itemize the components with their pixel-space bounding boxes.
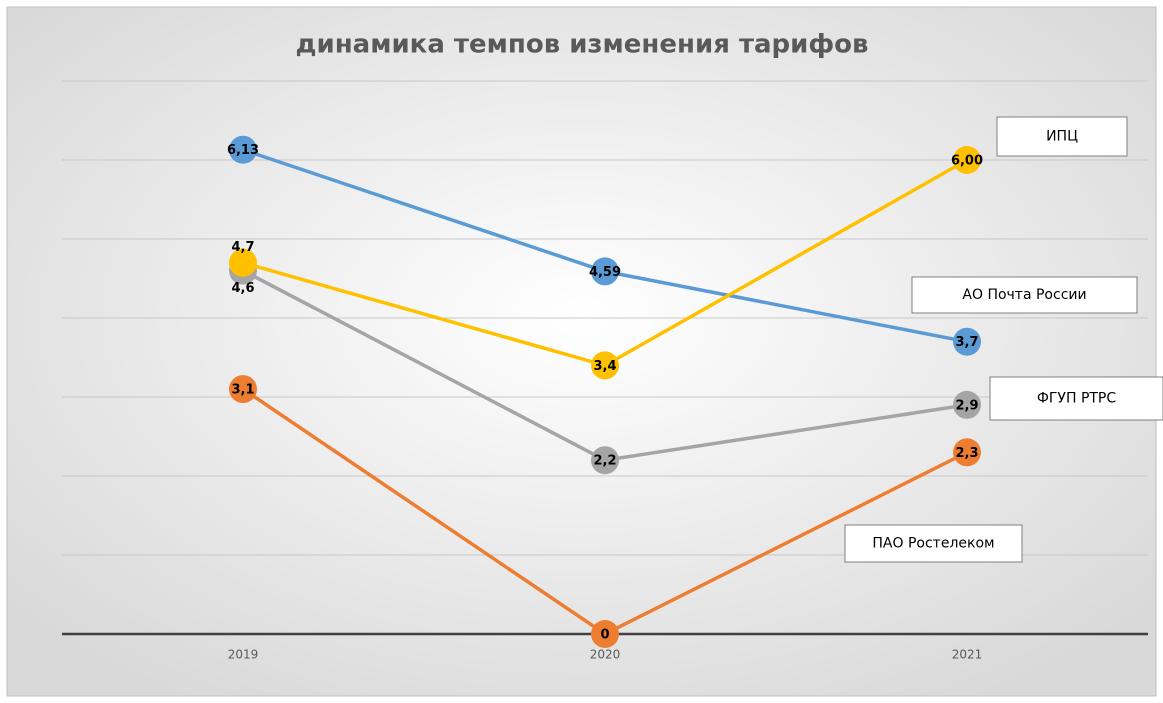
marker bbox=[591, 446, 619, 475]
legend-box bbox=[844, 524, 1023, 563]
x-tick-label: 2021 bbox=[952, 648, 983, 662]
data-label: 2,2 bbox=[593, 454, 616, 469]
data-label: 3,4 bbox=[593, 359, 616, 374]
data-label: 2,3 bbox=[955, 446, 978, 461]
chart-title: динамика темпов изменения тарифов bbox=[295, 30, 868, 60]
marker bbox=[229, 135, 257, 164]
data-label: 3,1 bbox=[231, 383, 254, 398]
data-label: 3,7 bbox=[955, 335, 978, 350]
legend-box bbox=[911, 276, 1138, 314]
data-label: 6,13 bbox=[227, 143, 259, 158]
marker bbox=[229, 375, 257, 404]
x-tick-label: 2019 bbox=[228, 648, 259, 662]
data-label: 2,9 bbox=[955, 398, 978, 413]
marker bbox=[591, 351, 619, 380]
legend-box bbox=[996, 116, 1128, 157]
legend-label: ФГУП РТРС bbox=[1037, 391, 1117, 407]
marker bbox=[591, 620, 619, 648]
data-label: 4,7 bbox=[231, 240, 254, 255]
chart-area bbox=[6, 6, 1157, 697]
legend-label: АО Почта России bbox=[962, 287, 1086, 303]
data-label: 4,6 bbox=[231, 281, 254, 296]
marker bbox=[591, 257, 619, 286]
legend-box bbox=[989, 376, 1163, 421]
data-label: 4,59 bbox=[589, 265, 621, 280]
marker bbox=[953, 146, 981, 174]
marker bbox=[953, 327, 981, 356]
marker bbox=[953, 438, 981, 467]
x-tick-label: 2020 bbox=[590, 648, 621, 662]
data-label: 0 bbox=[600, 628, 609, 643]
data-label: 6,00 bbox=[951, 154, 983, 169]
legend-label: ИПЦ bbox=[1046, 129, 1078, 145]
marker bbox=[229, 248, 257, 277]
marker bbox=[953, 390, 981, 419]
legend-label: ПАО Ростелеком bbox=[872, 536, 994, 552]
